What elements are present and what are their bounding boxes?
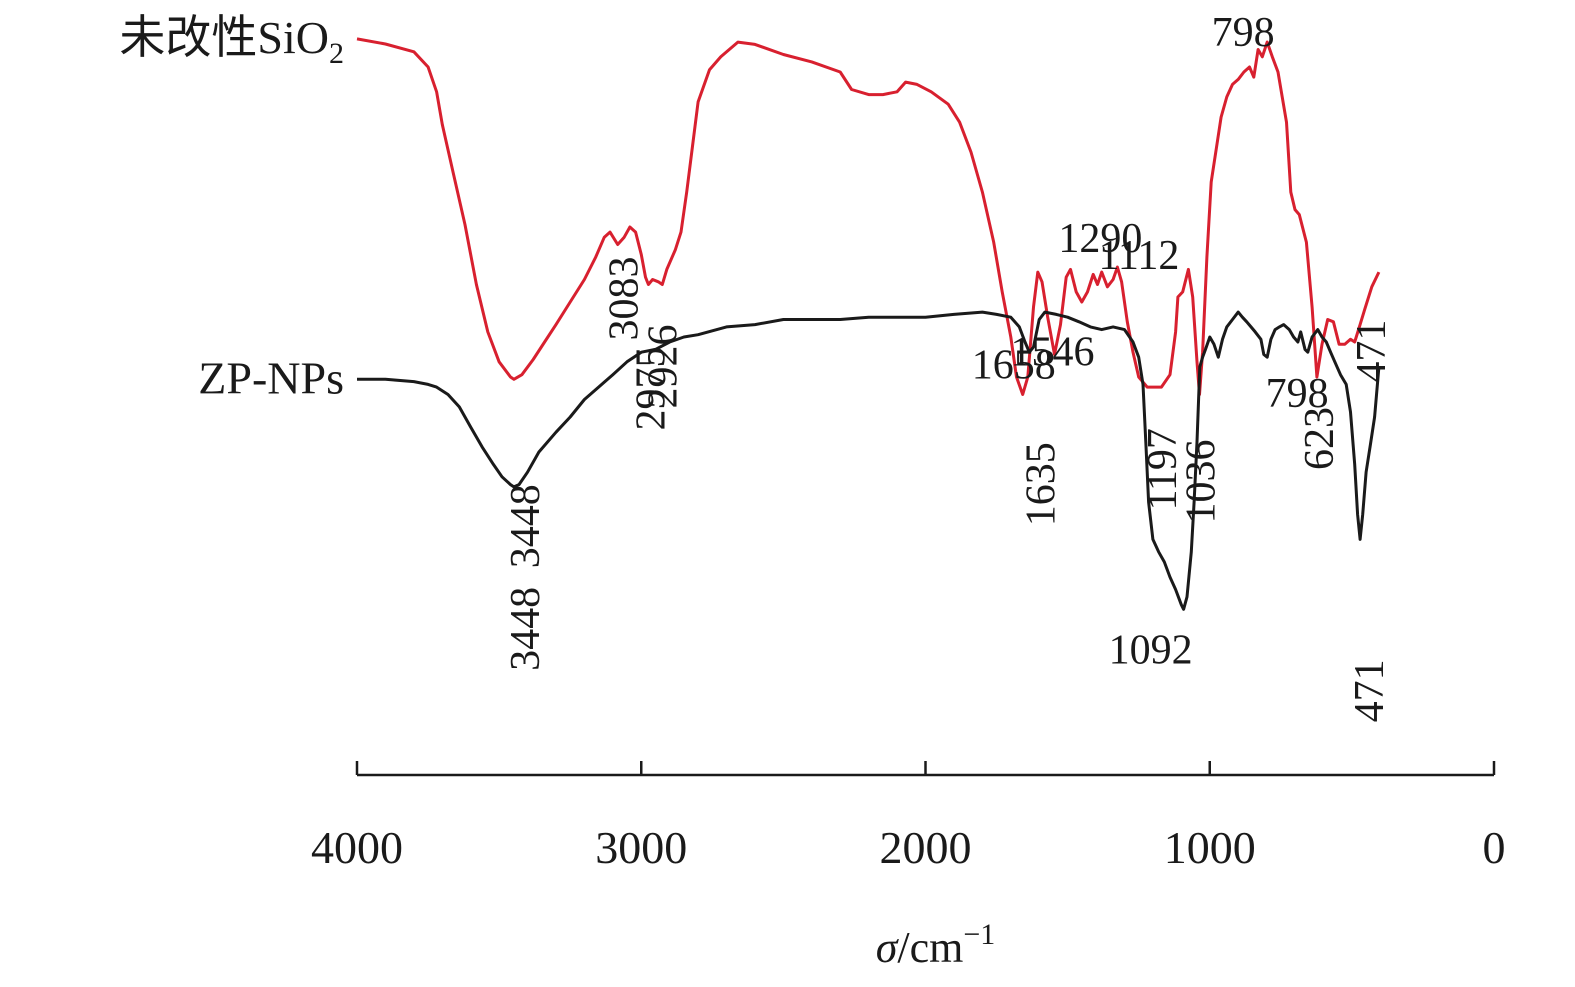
series-label-0: 未改性SiO2 — [119, 12, 344, 70]
x-tick-label: 0 — [1483, 822, 1506, 873]
x-axis-title-symbol: σ — [876, 923, 900, 972]
x-tick-label: 2000 — [880, 822, 972, 873]
peak-label: 1112 — [1098, 233, 1179, 279]
peak-label: 1036 — [1179, 440, 1225, 524]
peak-label: 3083 — [602, 257, 648, 341]
peak-label: 1092 — [1109, 627, 1193, 673]
x-axis-title: σ/cm−1 — [876, 918, 996, 972]
series-line-1 — [357, 310, 1381, 611]
peak-label: 1546 — [1011, 329, 1095, 375]
peak-label: 471 — [1349, 320, 1395, 383]
series-label-subscript: 2 — [329, 37, 344, 70]
x-axis-ticks: 4000 3000 2000 1000 0 — [311, 761, 1506, 873]
peak-label: 798 — [1212, 10, 1275, 56]
peak-label: 2975 — [628, 347, 674, 431]
x-axis: 4000 3000 2000 1000 0 — [311, 761, 1506, 873]
peak-label: 1658 — [972, 342, 1056, 388]
x-tick-label: 1000 — [1164, 822, 1256, 873]
series-label-1: ZP-NPs — [198, 352, 344, 403]
peak-label: 623 — [1297, 407, 1343, 470]
peak-label: 2926 — [640, 325, 686, 409]
peak-label: 3448 — [503, 587, 549, 671]
peak-label: 471 — [1347, 659, 1393, 722]
series-line-0 — [356, 37, 1381, 396]
series-label-text: ZP-NPs — [198, 352, 344, 403]
peak-label: 1635 — [1018, 442, 1064, 526]
series-group: 未改性SiO2 ZP-NPs — [119, 12, 1381, 611]
x-axis-title-exponent: −1 — [963, 918, 995, 951]
series-label-text: 未改性SiO — [119, 12, 329, 63]
peak-label: 1290 — [1058, 216, 1142, 262]
peak-label: 798 — [1266, 371, 1329, 417]
peak-label: 3448 — [503, 484, 549, 568]
peak-label: 1197 — [1140, 428, 1186, 510]
x-tick-label: 4000 — [311, 822, 403, 873]
x-tick-label: 3000 — [595, 822, 687, 873]
x-axis-title-unit: /cm — [897, 923, 963, 972]
